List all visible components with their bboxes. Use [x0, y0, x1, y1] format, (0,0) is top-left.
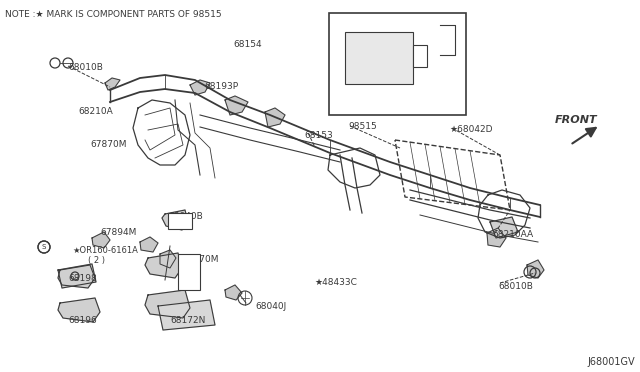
Bar	[413, 45, 427, 67]
Bar	[345, 32, 413, 84]
Text: 28055Y: 28055Y	[370, 97, 404, 106]
Polygon shape	[490, 217, 518, 238]
Text: 68210A: 68210A	[78, 107, 113, 116]
Text: 68193P: 68193P	[204, 82, 238, 91]
Polygon shape	[265, 108, 285, 127]
Polygon shape	[225, 285, 242, 300]
Text: 68010B: 68010B	[68, 63, 103, 72]
Polygon shape	[527, 260, 544, 278]
Text: NOTE :★ MARK IS COMPONENT PARTS OF 98515: NOTE :★ MARK IS COMPONENT PARTS OF 98515	[5, 10, 221, 19]
Text: 68010B: 68010B	[498, 282, 533, 291]
Text: 68170M: 68170M	[182, 255, 218, 264]
Text: 68040B: 68040B	[168, 212, 203, 221]
Polygon shape	[140, 237, 158, 252]
Text: 68153: 68153	[304, 131, 333, 140]
Polygon shape	[190, 80, 210, 95]
Text: SEC. 284: SEC. 284	[342, 75, 382, 84]
FancyBboxPatch shape	[329, 13, 466, 115]
Polygon shape	[58, 265, 95, 288]
Text: FRONT: FRONT	[555, 115, 598, 125]
Text: S: S	[42, 244, 46, 250]
Text: 28055YA: 28055YA	[342, 34, 381, 43]
Text: J68001GV: J68001GV	[588, 357, 635, 367]
Polygon shape	[145, 290, 190, 318]
Text: 68172N: 68172N	[170, 316, 205, 325]
Polygon shape	[105, 78, 120, 90]
Polygon shape	[162, 210, 188, 230]
Polygon shape	[160, 250, 176, 268]
Text: 68198: 68198	[68, 274, 97, 283]
Text: 67870M: 67870M	[90, 140, 127, 149]
Text: NAVI: NAVI	[342, 22, 366, 31]
Polygon shape	[225, 96, 248, 115]
Polygon shape	[145, 253, 182, 278]
Text: 68154: 68154	[233, 40, 262, 49]
Bar	[168, 213, 192, 229]
Polygon shape	[92, 232, 110, 248]
Bar	[178, 254, 200, 290]
Text: 68196: 68196	[68, 316, 97, 325]
Text: ( 2 ): ( 2 )	[88, 256, 105, 265]
Text: ★48433C: ★48433C	[314, 278, 357, 287]
Polygon shape	[487, 228, 506, 247]
Text: 68210AA: 68210AA	[492, 230, 533, 239]
Polygon shape	[158, 300, 215, 330]
Text: 98515: 98515	[348, 122, 377, 131]
Polygon shape	[58, 264, 96, 288]
Text: (28091): (28091)	[342, 86, 378, 95]
Text: 67894M: 67894M	[100, 228, 136, 237]
Text: ★68042D: ★68042D	[449, 125, 493, 134]
Text: ★OR160-6161A: ★OR160-6161A	[72, 246, 138, 255]
Polygon shape	[58, 298, 100, 322]
Text: 68040J: 68040J	[255, 302, 286, 311]
